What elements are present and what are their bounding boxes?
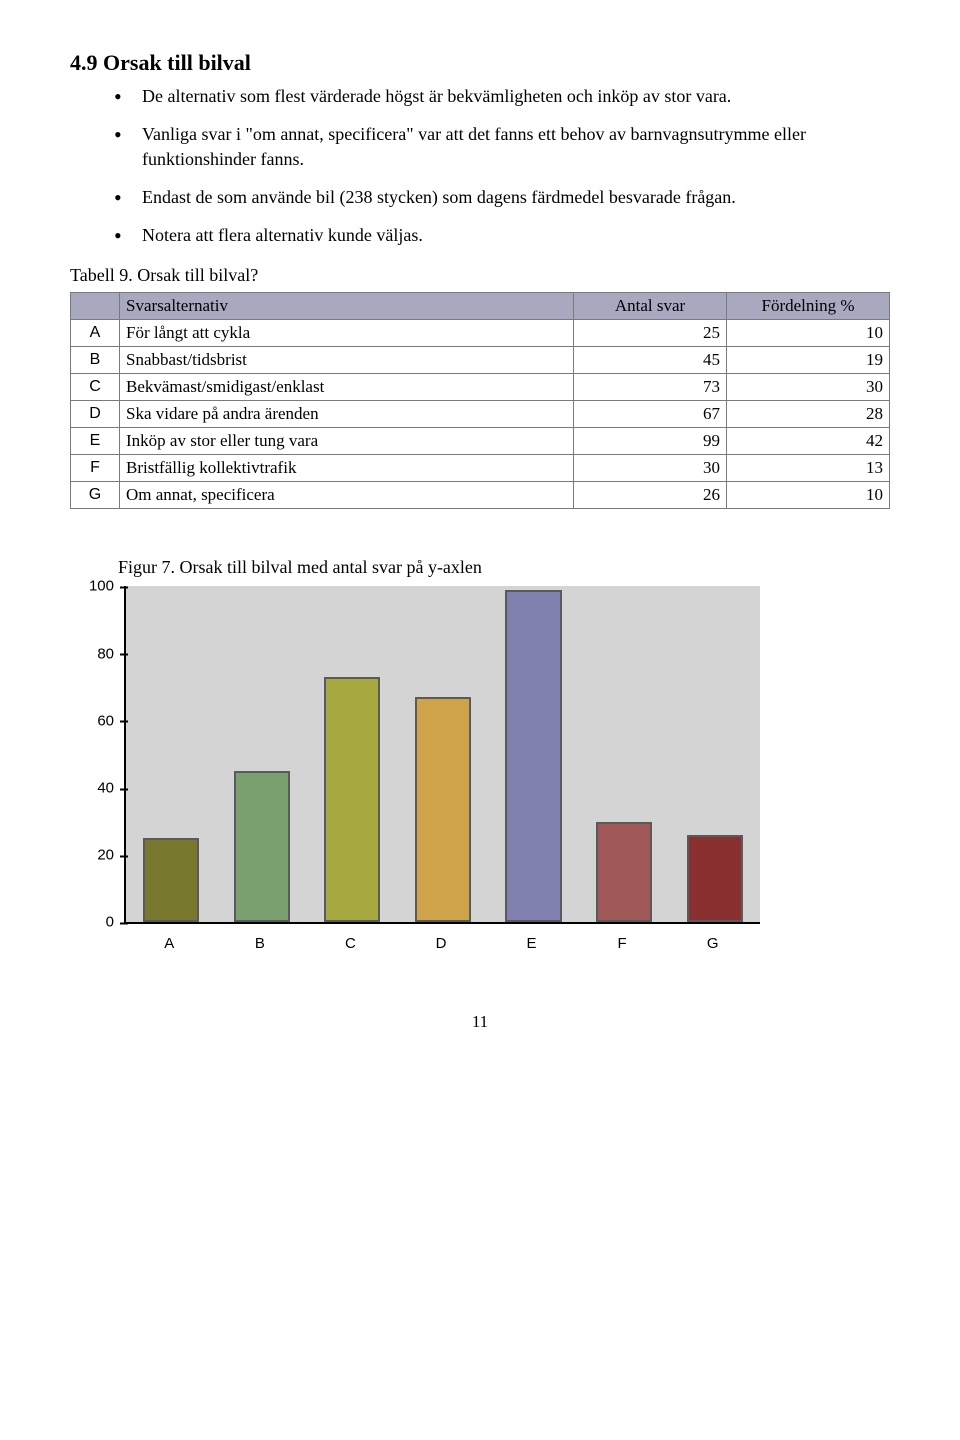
y-tick-label: 100 bbox=[70, 578, 114, 595]
cell-code: G bbox=[71, 482, 120, 509]
table-row: GOm annat, specificera2610 bbox=[71, 482, 890, 509]
bar bbox=[324, 677, 380, 922]
table-row: FBristfällig kollektivtrafik3013 bbox=[71, 455, 890, 482]
cell-code: F bbox=[71, 455, 120, 482]
x-tick-label: C bbox=[345, 935, 356, 952]
y-tick-mark bbox=[120, 721, 128, 723]
cell-label: Ska vidare på andra ärenden bbox=[120, 401, 574, 428]
cell-code: D bbox=[71, 401, 120, 428]
cell-count: 67 bbox=[574, 401, 727, 428]
data-table: Svarsalternativ Antal svar Fördelning % … bbox=[70, 292, 890, 509]
cell-code: E bbox=[71, 428, 120, 455]
bullet-item: De alternativ som flest värderade högst … bbox=[114, 84, 890, 108]
x-tick-label: D bbox=[436, 935, 447, 952]
cell-pct: 13 bbox=[727, 455, 890, 482]
figure: Figur 7. Orsak till bilval med antal sva… bbox=[70, 557, 890, 952]
bar bbox=[143, 838, 199, 922]
cell-pct: 30 bbox=[727, 374, 890, 401]
cell-label: Bristfällig kollektivtrafik bbox=[120, 455, 574, 482]
col-header-pct: Fördelning % bbox=[727, 293, 890, 320]
cell-label: Snabbast/tidsbrist bbox=[120, 347, 574, 374]
bullet-item: Vanliga svar i "om annat, specificera" v… bbox=[114, 122, 890, 171]
cell-pct: 42 bbox=[727, 428, 890, 455]
x-tick-label: E bbox=[527, 935, 537, 952]
y-tick-mark bbox=[120, 654, 128, 656]
cell-pct: 28 bbox=[727, 401, 890, 428]
bar bbox=[415, 697, 471, 922]
table-body: AFör långt att cykla2510BSnabbast/tidsbr… bbox=[71, 320, 890, 509]
cell-pct: 10 bbox=[727, 482, 890, 509]
x-tick-label: B bbox=[255, 935, 265, 952]
cell-label: Bekvämast/smidigast/enklast bbox=[120, 374, 574, 401]
cell-count: 30 bbox=[574, 455, 727, 482]
x-tick-label: F bbox=[618, 935, 627, 952]
bar-chart: 020406080100ABCDEFG bbox=[70, 582, 770, 952]
cell-code: B bbox=[71, 347, 120, 374]
section-heading: 4.9 Orsak till bilval bbox=[70, 50, 890, 76]
col-header-code bbox=[71, 293, 120, 320]
cell-count: 45 bbox=[574, 347, 727, 374]
y-tick-mark bbox=[120, 586, 128, 588]
y-tick-mark bbox=[120, 788, 128, 790]
plot-area bbox=[124, 586, 760, 924]
x-tick-label: G bbox=[707, 935, 719, 952]
y-tick-mark bbox=[120, 855, 128, 857]
y-tick-label: 80 bbox=[70, 645, 114, 662]
cell-pct: 19 bbox=[727, 347, 890, 374]
cell-label: Om annat, specificera bbox=[120, 482, 574, 509]
table-row: CBekvämast/smidigast/enklast7330 bbox=[71, 374, 890, 401]
cell-pct: 10 bbox=[727, 320, 890, 347]
cell-code: C bbox=[71, 374, 120, 401]
table-row: AFör långt att cykla2510 bbox=[71, 320, 890, 347]
y-tick-label: 60 bbox=[70, 712, 114, 729]
col-header-alternative: Svarsalternativ bbox=[120, 293, 574, 320]
y-tick-label: 40 bbox=[70, 780, 114, 797]
y-tick-label: 0 bbox=[70, 914, 114, 931]
cell-label: För långt att cykla bbox=[120, 320, 574, 347]
cell-count: 99 bbox=[574, 428, 727, 455]
bullet-item: Notera att flera alternativ kunde väljas… bbox=[114, 223, 890, 247]
bar bbox=[687, 835, 743, 922]
bullet-list: De alternativ som flest värderade högst … bbox=[114, 84, 890, 247]
col-header-count: Antal svar bbox=[574, 293, 727, 320]
bullet-item: Endast de som använde bil (238 stycken) … bbox=[114, 185, 890, 209]
table-caption: Tabell 9. Orsak till bilval? bbox=[70, 265, 890, 286]
cell-count: 25 bbox=[574, 320, 727, 347]
x-tick-label: A bbox=[164, 935, 174, 952]
bar bbox=[505, 590, 561, 923]
bar bbox=[234, 771, 290, 922]
page-number: 11 bbox=[70, 1012, 890, 1032]
cell-count: 73 bbox=[574, 374, 727, 401]
y-tick-mark bbox=[120, 922, 128, 924]
cell-code: A bbox=[71, 320, 120, 347]
bar bbox=[596, 822, 652, 923]
cell-label: Inköp av stor eller tung vara bbox=[120, 428, 574, 455]
table-header-row: Svarsalternativ Antal svar Fördelning % bbox=[71, 293, 890, 320]
table-row: BSnabbast/tidsbrist4519 bbox=[71, 347, 890, 374]
figure-caption: Figur 7. Orsak till bilval med antal sva… bbox=[118, 557, 938, 578]
table-row: EInköp av stor eller tung vara9942 bbox=[71, 428, 890, 455]
cell-count: 26 bbox=[574, 482, 727, 509]
table-row: DSka vidare på andra ärenden6728 bbox=[71, 401, 890, 428]
y-tick-label: 20 bbox=[70, 847, 114, 864]
